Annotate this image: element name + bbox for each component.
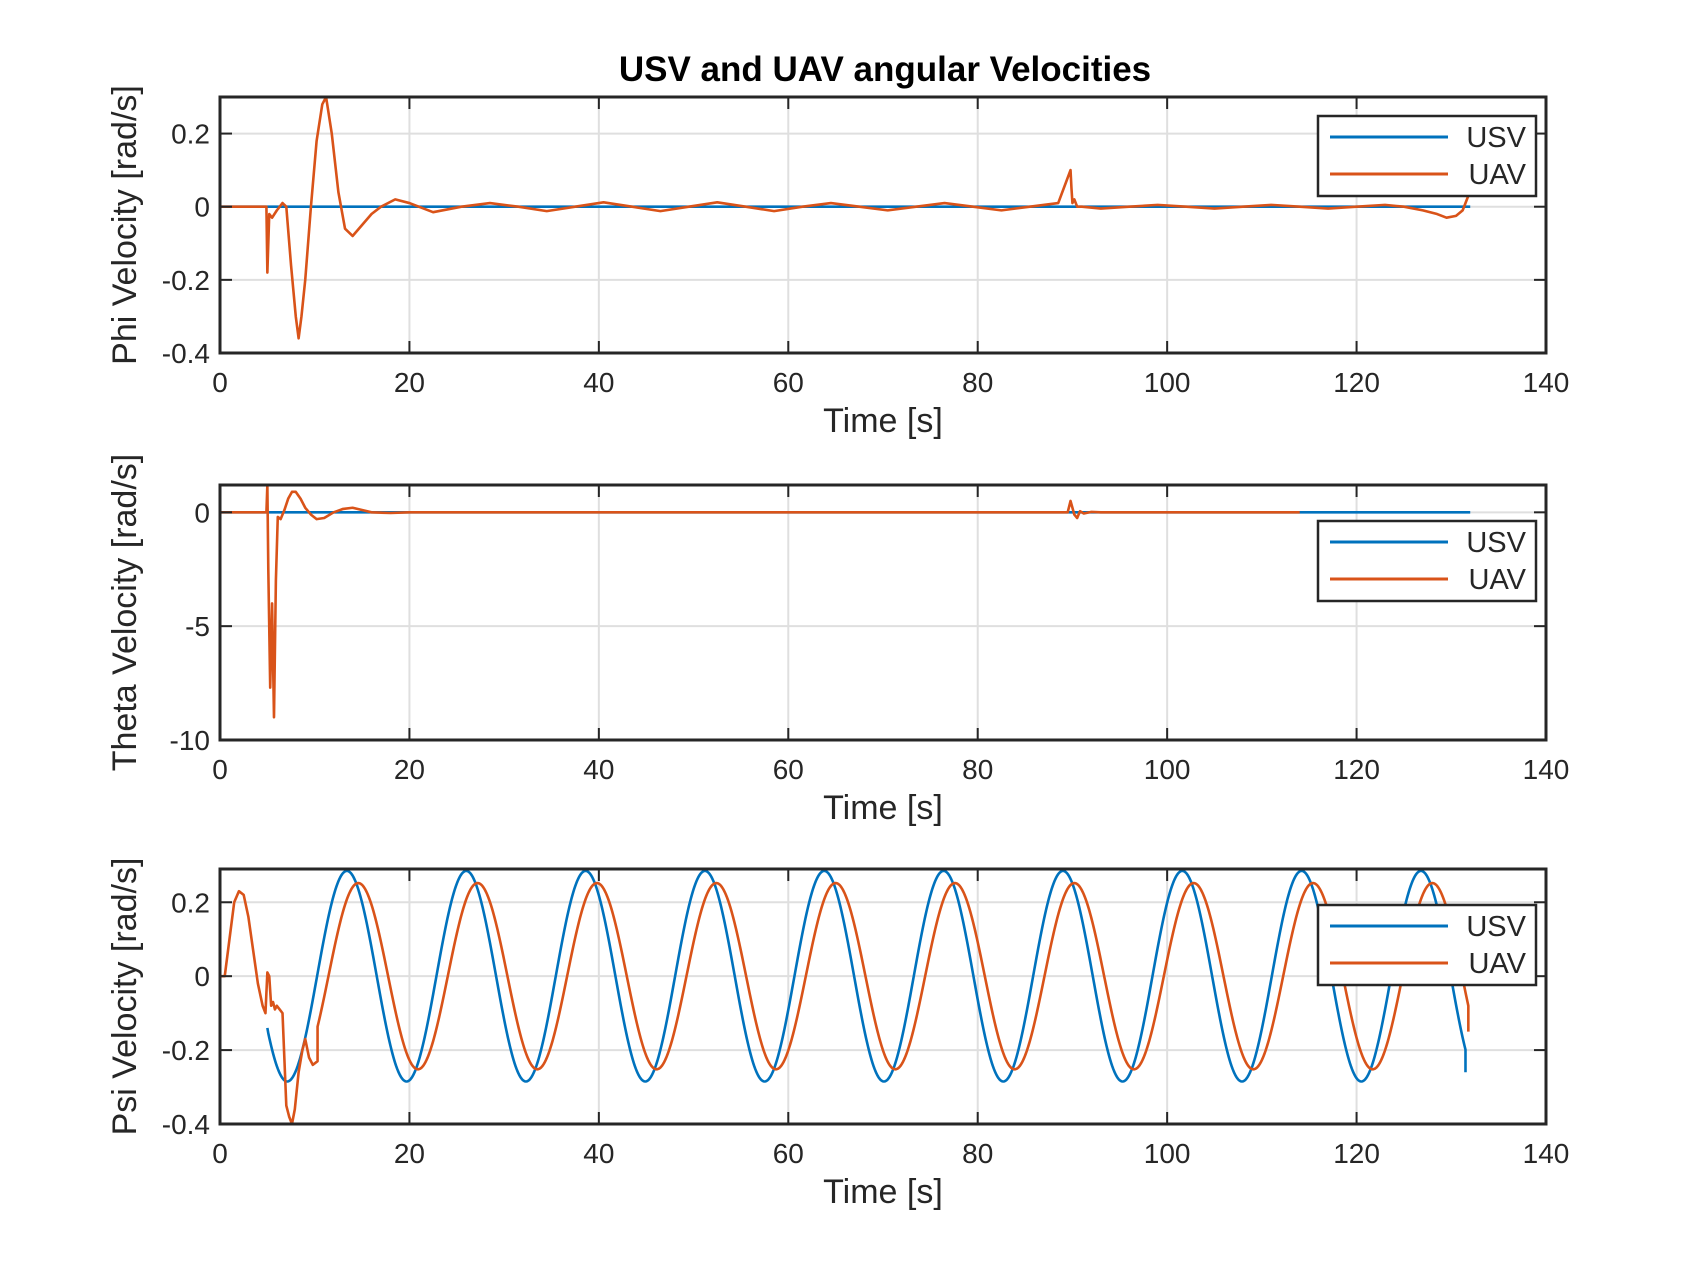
x-tick-label: 40 bbox=[583, 367, 614, 398]
y-tick-label: 0 bbox=[194, 497, 210, 528]
x-tick-label: 140 bbox=[1523, 367, 1570, 398]
y-tick-label: -0.2 bbox=[162, 1035, 210, 1066]
x-tick-label: 60 bbox=[773, 367, 804, 398]
legend-label-uav: UAV bbox=[1469, 159, 1527, 191]
axes-frame bbox=[218, 867, 1548, 1126]
axes-frame bbox=[218, 95, 1548, 355]
y-axis-label: Phi Velocity [rad/s] bbox=[106, 85, 144, 365]
series-line-usv bbox=[266, 869, 1467, 1083]
legend-label-uav: UAV bbox=[1469, 564, 1527, 596]
y-tick-label: -0.4 bbox=[162, 1109, 210, 1140]
x-tick-label: 20 bbox=[394, 1138, 425, 1169]
legend-box bbox=[1316, 114, 1538, 198]
x-tick-label: 20 bbox=[394, 367, 425, 398]
series-line-uav bbox=[220, 97, 1470, 340]
x-tick-label: 40 bbox=[583, 1138, 614, 1169]
x-tick-label: 140 bbox=[1523, 754, 1570, 785]
y-tick-label: -10 bbox=[170, 725, 210, 756]
y-tick-label: 0.2 bbox=[171, 887, 210, 918]
x-axis-label: Time [s] bbox=[823, 1173, 943, 1211]
series-group bbox=[220, 869, 1470, 1124]
y-tick-label: -0.4 bbox=[162, 338, 210, 369]
x-tick-label: 120 bbox=[1333, 754, 1380, 785]
x-tick-label: 0 bbox=[212, 754, 228, 785]
x-axis-label: Time [s] bbox=[823, 789, 943, 827]
y-tick-label: 0.2 bbox=[171, 119, 210, 150]
x-tick-label: 80 bbox=[962, 754, 993, 785]
x-tick-label: 0 bbox=[212, 1138, 228, 1169]
chart-title: USV and UAV angular Velocities bbox=[619, 50, 1151, 89]
y-tick-label: -5 bbox=[185, 611, 210, 642]
x-tick-label: 20 bbox=[394, 754, 425, 785]
legend-label-uav: UAV bbox=[1469, 948, 1527, 980]
series-group bbox=[220, 97, 1471, 340]
x-tick-label: 140 bbox=[1523, 1138, 1570, 1169]
legend-label-usv: USV bbox=[1466, 911, 1526, 943]
subplot-3: 0 20 40 60 80 100 120 140 -0.4 -0.2 0 0.2 Time [s] Ps… bbox=[106, 858, 1569, 1211]
x-axis-label: Time [s] bbox=[823, 402, 943, 440]
x-tick-label: 120 bbox=[1333, 1138, 1380, 1169]
series-line-uav bbox=[220, 485, 1300, 719]
x-tick-label: 120 bbox=[1333, 367, 1380, 398]
y-tick-label: 0 bbox=[194, 192, 210, 223]
x-tick-label: 60 bbox=[773, 1138, 804, 1169]
axes-frame bbox=[218, 483, 1548, 742]
x-tick-label: 100 bbox=[1144, 1138, 1191, 1169]
subplot-1: 0 20 40 60 80 100 120 140 -0.4 -0.2 0 0.2 Time [s] Ph… bbox=[106, 85, 1569, 440]
legend: USV UAV bbox=[1316, 903, 1538, 987]
x-tick-label: 100 bbox=[1144, 754, 1191, 785]
legend-label-usv: USV bbox=[1466, 527, 1526, 559]
y-axis-label: Psi Velocity [rad/s] bbox=[106, 858, 144, 1136]
legend-box bbox=[1316, 519, 1538, 603]
x-tick-label: 40 bbox=[583, 754, 614, 785]
subplot-2: 0 20 40 60 80 100 120 140 -10 -5 0 Time [s] Theta Ve… bbox=[106, 454, 1569, 827]
subplots: 0 20 40 60 80 100 120 140 -0.4 -0.2 0 0.2 Time [s] Ph… bbox=[106, 85, 1569, 1211]
y-tick-label: -0.2 bbox=[162, 265, 210, 296]
legend-box bbox=[1316, 903, 1538, 987]
series-group bbox=[220, 485, 1471, 719]
y-tick-label: 0 bbox=[194, 961, 210, 992]
x-tick-label: 60 bbox=[773, 754, 804, 785]
x-tick-label: 80 bbox=[962, 367, 993, 398]
x-tick-label: 0 bbox=[212, 367, 228, 398]
legend: USV UAV bbox=[1316, 114, 1538, 198]
x-tick-label: 80 bbox=[962, 1138, 993, 1169]
legend: USV UAV bbox=[1316, 519, 1538, 603]
x-tick-label: 100 bbox=[1144, 367, 1191, 398]
legend-label-usv: USV bbox=[1466, 122, 1526, 154]
series-line-uav bbox=[220, 881, 1470, 1124]
y-axis-label: Theta Velocity [rad/s] bbox=[106, 454, 144, 772]
